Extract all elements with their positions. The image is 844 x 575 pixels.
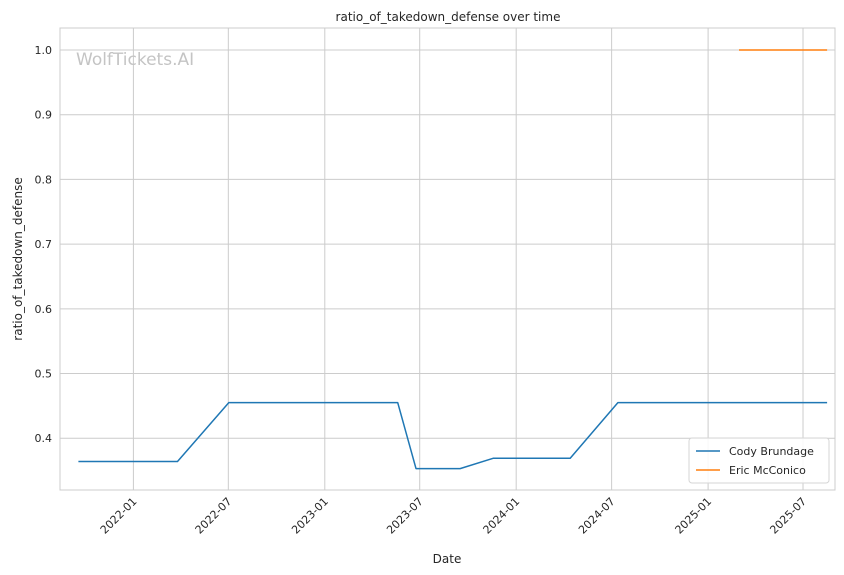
series-lines [78, 49, 828, 470]
y-tick-label: 0.7 [35, 238, 53, 251]
x-tick-label: 2025-01 [673, 495, 715, 537]
y-tick-label: 1.0 [35, 44, 53, 57]
x-tick-label: 2023-07 [384, 495, 426, 537]
legend-label: Cody Brundage [729, 445, 814, 458]
legend-box [688, 437, 830, 484]
x-tick-label: 2024-01 [481, 495, 523, 537]
y-tick-label: 0.9 [35, 109, 53, 122]
x-tick-label: 2022-07 [193, 495, 235, 537]
series-line [78, 401, 828, 470]
x-axis: 2022-01 2022-07 2023-01 2023-07 2024-01 2024-… [98, 495, 809, 537]
watermark: WolfTickets.AI [76, 50, 194, 70]
plot-area [60, 28, 835, 490]
x-tick-label: 2022-01 [98, 495, 140, 537]
x-tick-label: 2024-07 [576, 495, 618, 537]
chart-title: ratio_of_takedown_defense over time [336, 10, 561, 24]
grid [60, 28, 835, 490]
y-axis: 0.4 0.5 0.6 0.7 0.8 0.9 1.0 [35, 44, 53, 445]
x-tick-label: 2025-07 [767, 495, 809, 537]
y-tick-label: 0.5 [35, 368, 53, 381]
x-tick-label: 2023-01 [289, 495, 331, 537]
legend[interactable]: Cody Brundage Eric McConico [688, 437, 830, 484]
x-axis-title: Date [433, 552, 462, 566]
y-tick-label: 0.6 [35, 303, 53, 316]
y-tick-label: 0.8 [35, 173, 53, 186]
y-axis-title: ratio_of_takedown_defense [11, 177, 25, 340]
legend-label: Eric McConico [729, 464, 806, 477]
plot-frame [59, 27, 836, 491]
y-tick-label: 0.4 [35, 432, 53, 445]
